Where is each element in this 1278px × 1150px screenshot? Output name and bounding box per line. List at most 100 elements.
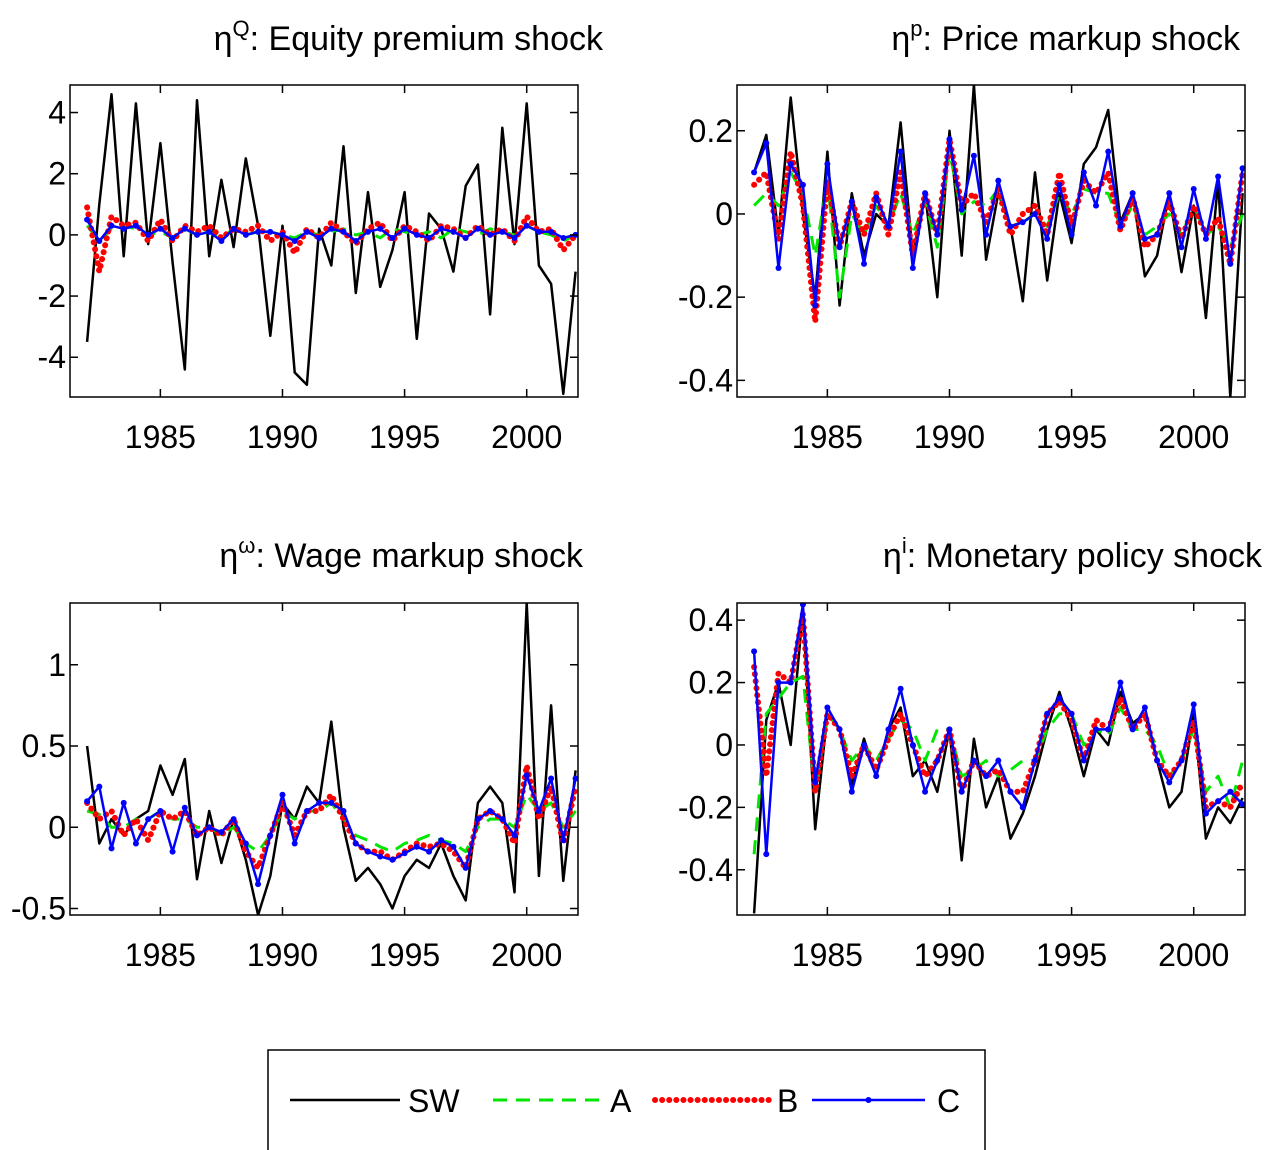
title-superscript: ω	[238, 533, 255, 558]
series-marker	[1227, 788, 1234, 795]
series-marker	[279, 791, 286, 798]
series-marker	[328, 799, 335, 806]
series-line	[752, 674, 1245, 855]
series-marker	[181, 804, 188, 811]
series-marker	[511, 832, 518, 839]
series-marker	[291, 238, 298, 244]
series-marker	[812, 779, 819, 786]
series-marker	[364, 848, 371, 855]
series-marker	[548, 228, 555, 235]
series-marker	[995, 177, 1002, 184]
series-marker	[873, 773, 880, 780]
y-tick-label: -2	[38, 278, 66, 314]
series-marker	[426, 848, 433, 855]
series-marker	[206, 228, 213, 235]
axes-box	[69, 84, 579, 398]
series-marker	[413, 843, 420, 850]
series-marker	[885, 726, 892, 733]
series-marker	[1117, 223, 1124, 230]
title-symbol: η	[219, 537, 238, 575]
plot-area	[751, 603, 1245, 914]
series-marker	[450, 228, 457, 235]
series-marker	[1031, 210, 1038, 217]
series-marker	[572, 775, 578, 782]
series-marker	[1166, 190, 1173, 197]
legend-box	[267, 1049, 986, 1150]
series-marker	[218, 238, 225, 244]
title-text: : Price markup shock	[923, 20, 1241, 58]
series-marker	[1202, 810, 1209, 817]
series-line	[85, 603, 577, 915]
x-tick-label: 2000	[491, 937, 562, 973]
series-marker	[242, 231, 249, 238]
series-line	[752, 85, 1244, 397]
y-tick-label: -4	[38, 339, 66, 375]
plot-area	[84, 92, 578, 396]
series-marker	[352, 840, 359, 847]
series-marker	[799, 603, 806, 608]
series-marker	[511, 234, 518, 241]
series-marker	[775, 679, 782, 686]
series-marker	[824, 704, 831, 711]
title-superscript: p	[910, 16, 922, 41]
series-marker	[1068, 710, 1075, 717]
series-marker	[535, 228, 542, 235]
x-tick-label: 2000	[491, 419, 562, 455]
series-marker	[763, 140, 770, 147]
series-marker	[108, 845, 115, 852]
x-tick-label: 2000	[1158, 937, 1229, 973]
axes-box	[736, 84, 1246, 398]
plot-area	[84, 603, 578, 915]
series-line	[86, 774, 577, 886]
series-marker	[1093, 202, 1100, 209]
panel-title: ηi: Monetary policy shock	[883, 533, 1263, 575]
series-marker	[426, 234, 433, 241]
series-marker	[132, 222, 139, 229]
series-marker	[1080, 169, 1087, 176]
series-marker	[279, 231, 286, 238]
series-marker	[848, 788, 855, 795]
series-marker	[523, 222, 530, 229]
series-marker	[120, 799, 127, 806]
series-marker	[145, 816, 152, 823]
series-marker	[1166, 779, 1173, 786]
series-marker	[438, 837, 445, 844]
series-marker	[1190, 186, 1197, 192]
series-marker	[474, 225, 481, 232]
y-tick-label: -0.4	[678, 362, 733, 398]
series-marker	[1007, 223, 1014, 230]
series-marker	[1105, 148, 1112, 155]
series-marker	[194, 231, 200, 238]
series-marker	[799, 181, 806, 188]
series-marker	[267, 228, 274, 235]
series-marker	[352, 238, 359, 244]
series-marker	[1007, 788, 1014, 795]
series-marker	[1019, 804, 1026, 811]
title-superscript: Q	[233, 16, 250, 41]
series-marker	[377, 225, 384, 232]
series-marker	[340, 808, 347, 814]
y-tick-label: 0.2	[689, 113, 733, 149]
series-marker	[206, 824, 213, 831]
series-marker	[1178, 757, 1185, 764]
title-superscript: i	[902, 533, 907, 558]
y-tick-label: 0	[715, 196, 733, 232]
series-marker	[145, 231, 152, 238]
axes-box	[736, 602, 1246, 916]
series-marker	[787, 679, 794, 686]
series-marker	[1202, 235, 1209, 242]
series-marker	[181, 225, 188, 232]
series-marker	[1239, 165, 1245, 172]
series-marker	[535, 808, 542, 814]
series-marker	[958, 788, 965, 795]
title-symbol: η	[891, 20, 910, 58]
series-marker	[922, 788, 929, 795]
y-tick-label: 2	[48, 156, 66, 192]
series-marker	[157, 808, 164, 814]
series-marker	[1117, 679, 1124, 686]
series-marker	[885, 223, 892, 230]
series-marker	[438, 225, 445, 232]
series-marker	[812, 302, 819, 309]
series-marker	[897, 148, 904, 155]
